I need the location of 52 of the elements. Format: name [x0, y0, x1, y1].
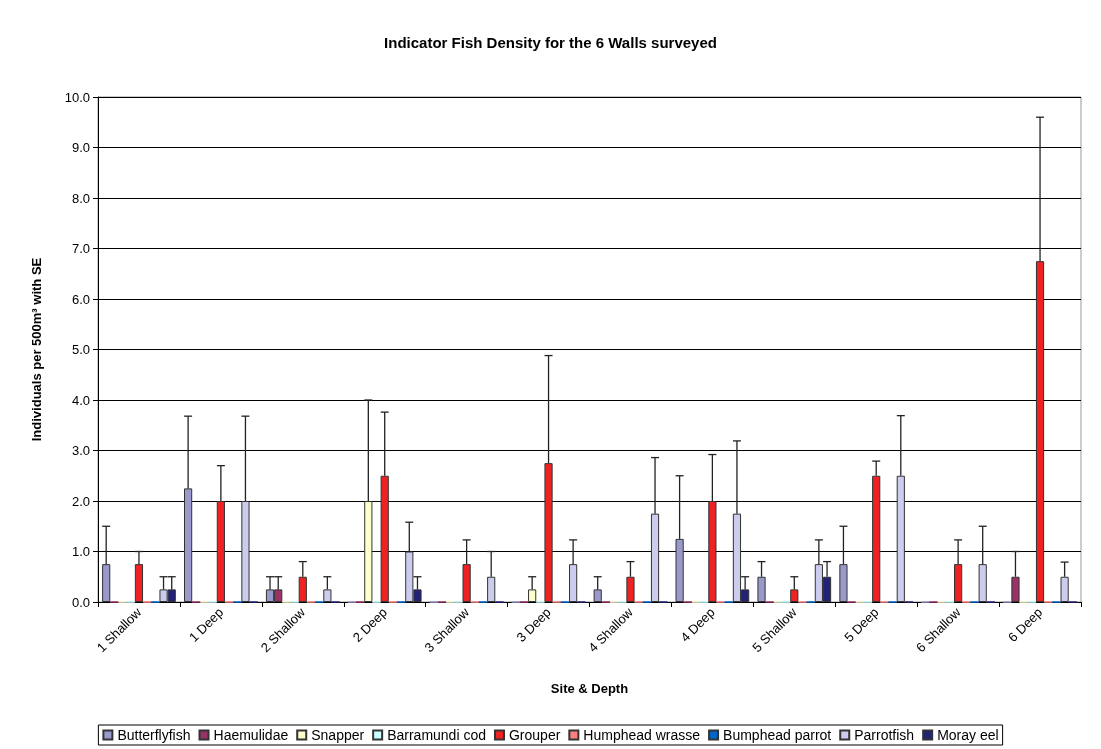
bar	[364, 501, 373, 602]
legend-label: Bumphead parrot	[723, 727, 832, 743]
legend-label: Grouper	[508, 727, 561, 743]
x-axis-title: Site & Depth	[550, 681, 629, 696]
bar	[593, 589, 602, 602]
y-tick-label: 8.0	[71, 190, 90, 206]
y-tick-label: 0.0	[71, 594, 90, 610]
bar	[544, 463, 553, 602]
bar	[102, 564, 111, 602]
bar	[954, 564, 963, 602]
legend-label: Parrotfish	[854, 727, 915, 743]
legend-label: Haemulidae	[213, 727, 289, 743]
y-tick-label: 7.0	[71, 241, 90, 256]
bar	[298, 576, 307, 602]
bar	[1060, 576, 1069, 602]
bar	[978, 564, 987, 602]
bar	[487, 576, 496, 602]
bar	[896, 475, 905, 602]
legend-label: Moray eel	[937, 727, 999, 743]
bar	[872, 475, 881, 602]
bar	[675, 538, 684, 602]
y-tick-label: 9.0	[71, 140, 90, 155]
bar	[528, 589, 537, 602]
legend-label: Barramundi cod	[387, 727, 486, 743]
bar	[1011, 576, 1020, 602]
bar	[650, 513, 660, 602]
bar	[380, 475, 389, 602]
bar	[708, 501, 717, 602]
y-tick-label: 6.0	[71, 291, 90, 307]
y-tick-label: 2.0	[71, 493, 90, 509]
bar	[462, 564, 471, 602]
y-tick-label: 3.0	[71, 443, 90, 458]
bar	[1035, 261, 1045, 602]
y-tick-label: 5.0	[71, 342, 90, 357]
bar	[134, 564, 144, 602]
legend-label: Humphead wrasse	[583, 727, 701, 743]
bar	[839, 564, 848, 602]
bar	[241, 501, 250, 602]
chart-title: Indicator Fish Density for the 6 Walls surveyed	[384, 34, 717, 51]
bar	[184, 488, 193, 602]
bar	[323, 589, 332, 602]
bar	[790, 589, 799, 602]
y-tick-label: 10.0	[64, 89, 90, 105]
legend-label: Snapper	[311, 727, 365, 743]
bar	[626, 576, 635, 602]
y-tick-label: 4.0	[71, 392, 90, 408]
y-axis-title: Individuals per 500m³ with SE	[29, 257, 44, 442]
y-tick-label: 1.0	[71, 544, 90, 559]
legend-label: Butterflyfish	[117, 727, 191, 743]
bar	[569, 564, 578, 602]
bar	[757, 576, 766, 602]
bar	[216, 501, 225, 602]
